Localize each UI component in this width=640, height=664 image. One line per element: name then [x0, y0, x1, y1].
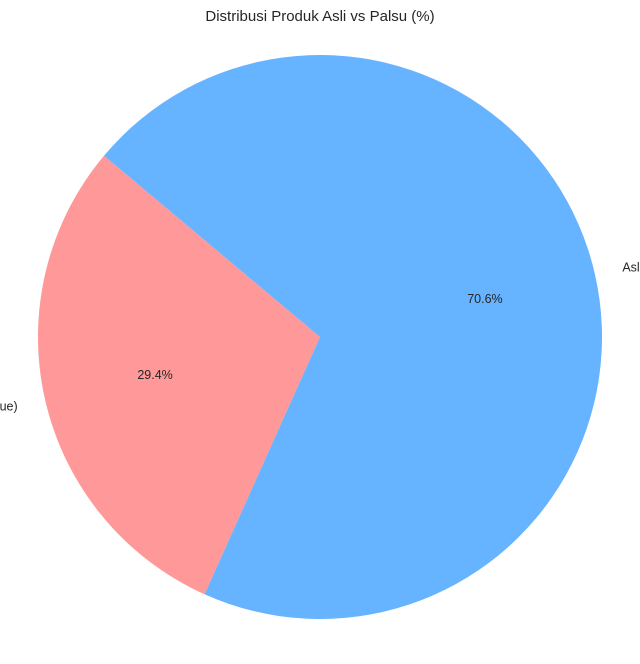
- pie-slices: [37, 55, 602, 620]
- pie-percent-label-0: 29.4%: [137, 368, 172, 382]
- pie-slice-1: [103, 55, 602, 620]
- pie-labels: 29.4% Palsu (True) 70.6% Asli (False): [0, 261, 640, 414]
- pie-slice-0: [37, 155, 321, 595]
- chart-title: Distribusi Produk Asli vs Palsu (%): [205, 8, 434, 25]
- pie-category-label-0: Palsu (True): [0, 399, 18, 413]
- pie-category-label-1: Asli (False): [622, 261, 640, 275]
- pie-percent-label-1: 70.6%: [467, 292, 502, 306]
